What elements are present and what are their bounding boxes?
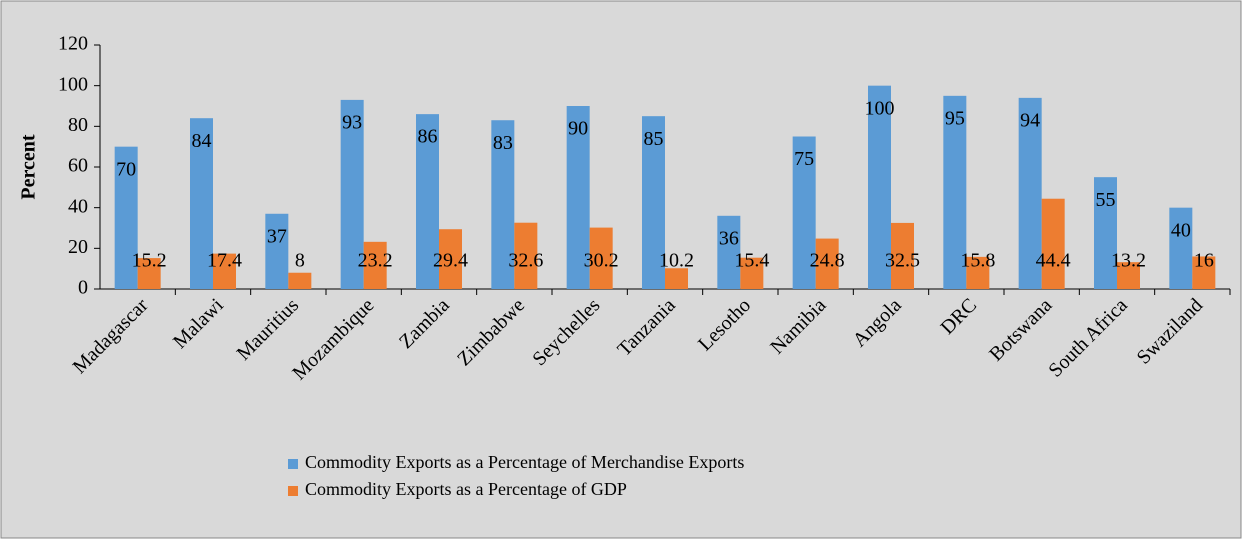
y-tick-label: 120 — [58, 33, 88, 55]
data-label: 84 — [192, 130, 212, 152]
data-label: 15.4 — [734, 250, 769, 272]
bar — [514, 222, 538, 289]
data-label: 32.5 — [885, 250, 920, 272]
data-label: 15.2 — [132, 250, 167, 272]
bar — [190, 118, 213, 289]
bar — [589, 227, 613, 289]
y-tick-label: 100 — [58, 73, 88, 95]
data-label: 17.4 — [207, 250, 242, 272]
bar — [137, 258, 161, 289]
data-label: 55 — [1096, 189, 1116, 211]
bar — [340, 99, 364, 290]
legend-label: Commodity Exports as a Percentage of Mer… — [305, 452, 744, 472]
bar — [717, 215, 741, 289]
bar — [943, 95, 967, 289]
legend-swatch — [288, 459, 298, 469]
bar — [792, 136, 816, 289]
data-label: 70 — [116, 158, 136, 180]
bar — [815, 238, 839, 289]
y-tick-label: 40 — [68, 195, 88, 217]
bar — [1117, 262, 1140, 289]
data-label: 75 — [794, 148, 814, 170]
data-label: 15.8 — [960, 250, 995, 272]
legend-swatch — [288, 486, 298, 496]
data-label: 100 — [865, 97, 895, 119]
bar — [288, 272, 312, 289]
bar — [966, 256, 990, 289]
data-label: 86 — [418, 126, 438, 148]
bar — [1094, 177, 1117, 289]
bar — [265, 213, 289, 289]
bar — [114, 146, 138, 289]
bar — [868, 85, 891, 290]
bar — [1169, 207, 1193, 289]
y-tick-label: 20 — [68, 236, 88, 258]
data-label: 85 — [644, 128, 664, 150]
data-label: 93 — [342, 111, 362, 133]
data-label: 24.8 — [810, 250, 845, 272]
data-label: 8 — [295, 250, 305, 272]
data-label: 16 — [1194, 250, 1214, 272]
y-tick-label: 60 — [68, 155, 88, 177]
bar — [1018, 97, 1042, 289]
data-label: 29.4 — [433, 250, 468, 272]
bar — [416, 114, 439, 289]
data-label: 90 — [568, 118, 588, 140]
bar — [491, 120, 515, 289]
bar — [642, 116, 665, 290]
y-tick-label: 80 — [68, 114, 88, 136]
bar — [740, 257, 764, 289]
data-label: 30.2 — [584, 250, 619, 272]
data-label: 94 — [1020, 109, 1040, 131]
y-axis-title: Percent — [18, 134, 40, 199]
bar — [891, 222, 914, 289]
data-label: 32.6 — [508, 250, 543, 272]
bar — [439, 229, 462, 289]
data-label: 83 — [493, 132, 513, 154]
data-label: 13.2 — [1111, 250, 1146, 272]
bar — [566, 106, 590, 289]
data-label: 44.4 — [1036, 250, 1071, 272]
bar — [1192, 256, 1216, 289]
bar — [363, 241, 387, 289]
bar — [213, 253, 236, 289]
bar — [1041, 198, 1065, 289]
data-label: 95 — [945, 107, 965, 129]
data-label: 36 — [719, 227, 739, 249]
data-label: 23.2 — [358, 250, 393, 272]
data-label: 37 — [267, 225, 287, 247]
legend-label: Commodity Exports as a Percentage of GDP — [305, 479, 627, 499]
data-label: 40 — [1171, 219, 1191, 241]
y-tick-label: 0 — [78, 277, 88, 299]
data-label: 10.2 — [659, 250, 694, 272]
bar — [665, 268, 688, 289]
